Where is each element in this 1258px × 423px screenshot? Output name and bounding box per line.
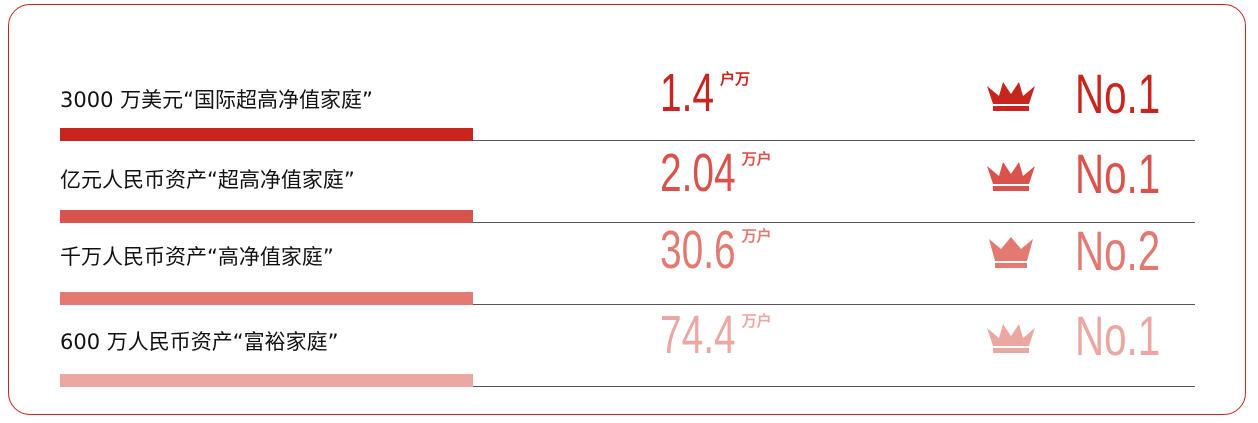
crown-icon	[989, 237, 1033, 268]
row-bar	[60, 210, 473, 223]
row-unit: 万户	[741, 227, 772, 245]
card	[8, 4, 1246, 415]
row-rule	[473, 304, 1195, 305]
row-bar	[60, 128, 473, 141]
row-rule	[473, 386, 1195, 387]
crown-icon	[987, 324, 1035, 353]
row-rule	[473, 140, 1195, 141]
row-unit: 万户	[741, 312, 772, 330]
row-unit: 万户	[741, 150, 772, 168]
row-label: 3000 万美元“国际超高净值家庭”	[60, 88, 373, 112]
row-value: 1.4	[660, 63, 715, 123]
row-label: 600 万人民币资产“富裕家庭”	[60, 330, 339, 354]
row-unit: 户万	[720, 70, 751, 88]
crown-icon	[987, 162, 1035, 191]
crown-icon	[987, 82, 1035, 111]
row-bar	[60, 374, 473, 387]
row-rank: No.2	[1075, 219, 1161, 282]
row-value: 2.04	[660, 143, 736, 203]
row-label: 亿元人民币资产“超高净值家庭”	[60, 168, 355, 192]
row-rank: No.1	[1075, 304, 1161, 367]
row-bar	[60, 292, 473, 305]
row-rank: No.1	[1075, 142, 1161, 205]
row-label: 千万人民币资产“高净值家庭”	[60, 245, 334, 269]
row-rank: No.1	[1075, 62, 1161, 125]
row-value: 30.6	[660, 220, 736, 280]
row-rule	[473, 222, 1195, 223]
row-value: 74.4	[660, 305, 736, 365]
